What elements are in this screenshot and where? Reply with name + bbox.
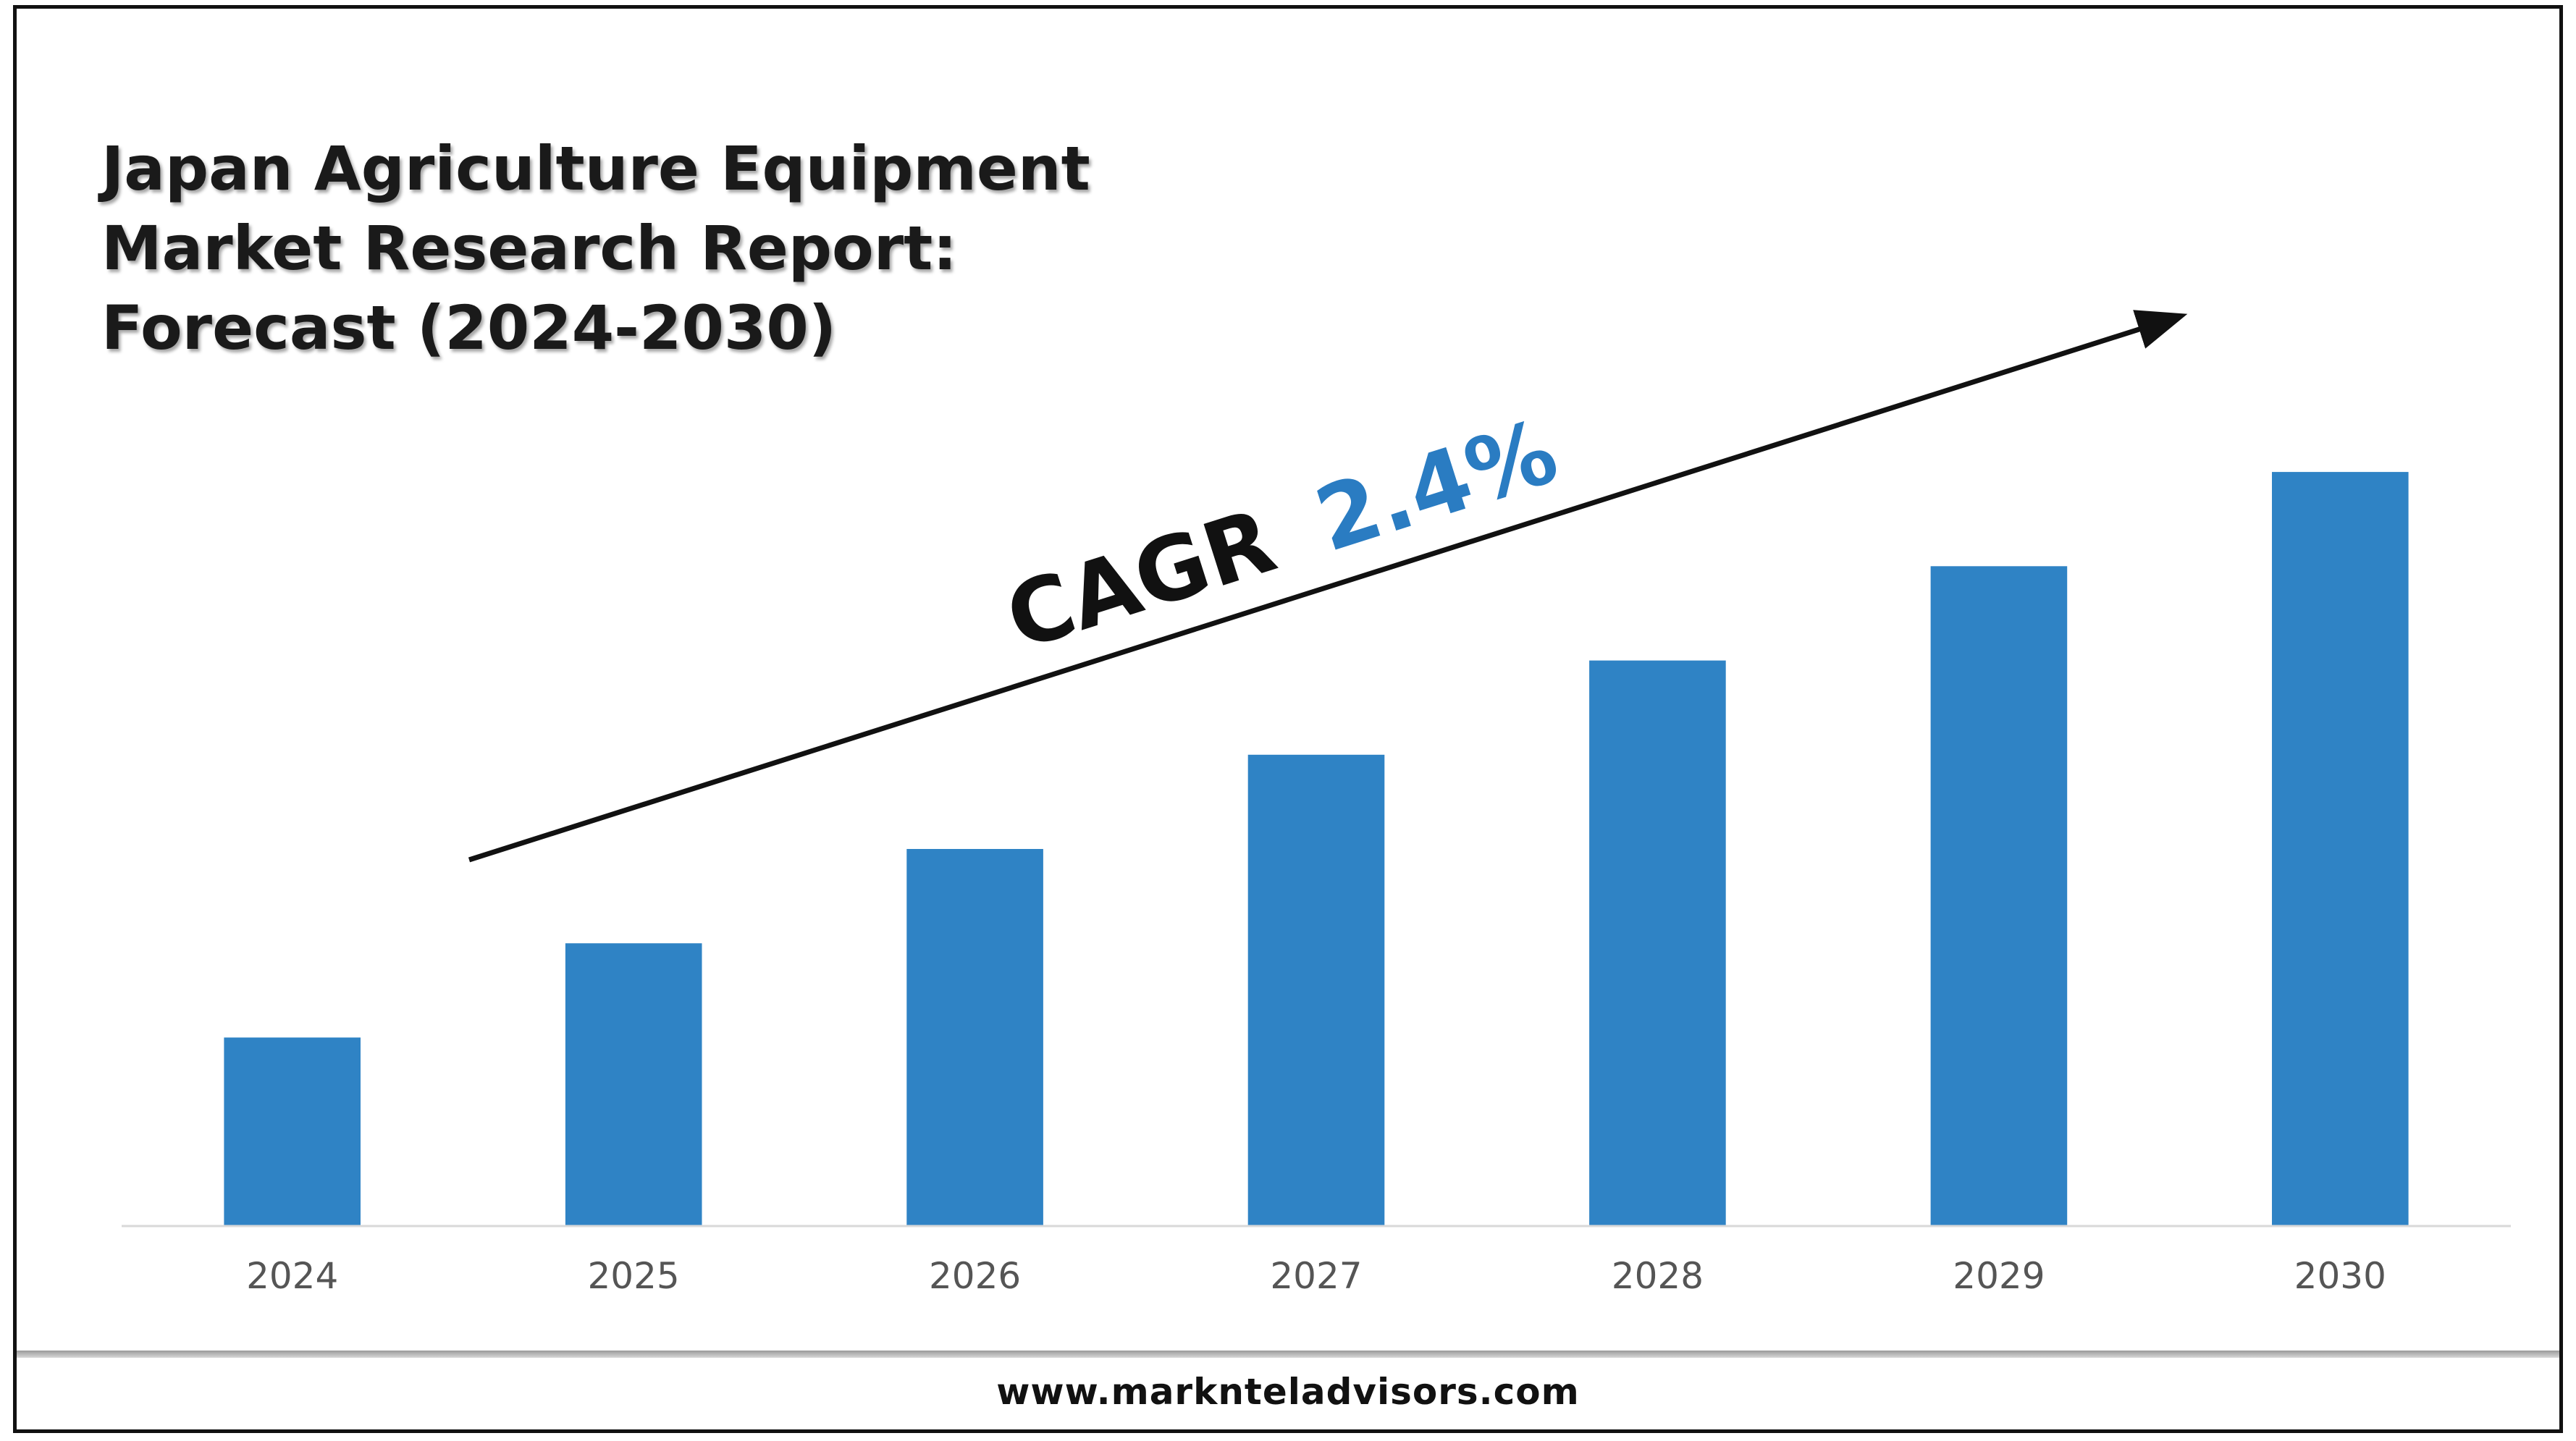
cagr-value: 2.4% — [1304, 400, 1568, 572]
bar-2025 — [565, 943, 702, 1226]
x-tick-label-2027: 2027 — [1270, 1255, 1362, 1297]
chart-title: Japan Agriculture Equipment Market Resea… — [101, 129, 1187, 368]
cagr-label: CAGR — [995, 489, 1287, 670]
bar-2030 — [2272, 472, 2409, 1226]
x-tick-label-2030: 2030 — [2294, 1255, 2386, 1297]
x-tick-label-2026: 2026 — [929, 1255, 1021, 1297]
x-tick-label-2025: 2025 — [587, 1255, 679, 1297]
bar-series — [224, 472, 2409, 1226]
bar-2027 — [1247, 754, 1385, 1226]
x-tick-label-2028: 2028 — [1612, 1255, 1704, 1297]
bar-2024 — [224, 1037, 361, 1226]
chart-title-line-3: Forecast (2024-2030) — [101, 292, 837, 363]
bar-2029 — [1930, 566, 2068, 1226]
chart-title-line-1: Japan Agriculture Equipment — [101, 133, 1090, 204]
cagr-trend-arrow — [468, 310, 2188, 863]
bar-2026 — [906, 849, 1043, 1226]
x-axis-tick-labels: 2024 2025 2026 2027 2028 2029 2030 — [246, 1255, 2386, 1297]
x-tick-label-2029: 2029 — [1953, 1255, 2045, 1297]
bar-2028 — [1589, 660, 1726, 1226]
footer-url: www.marknteladvisors.com — [996, 1371, 1580, 1413]
footer-divider — [17, 1351, 2559, 1358]
x-tick-label-2024: 2024 — [246, 1255, 338, 1297]
cagr-annotation: CAGR 2.4% — [995, 400, 1569, 669]
outer-frame — [13, 5, 2563, 1433]
chart-title-line-2: Market Research Report: — [101, 213, 957, 284]
